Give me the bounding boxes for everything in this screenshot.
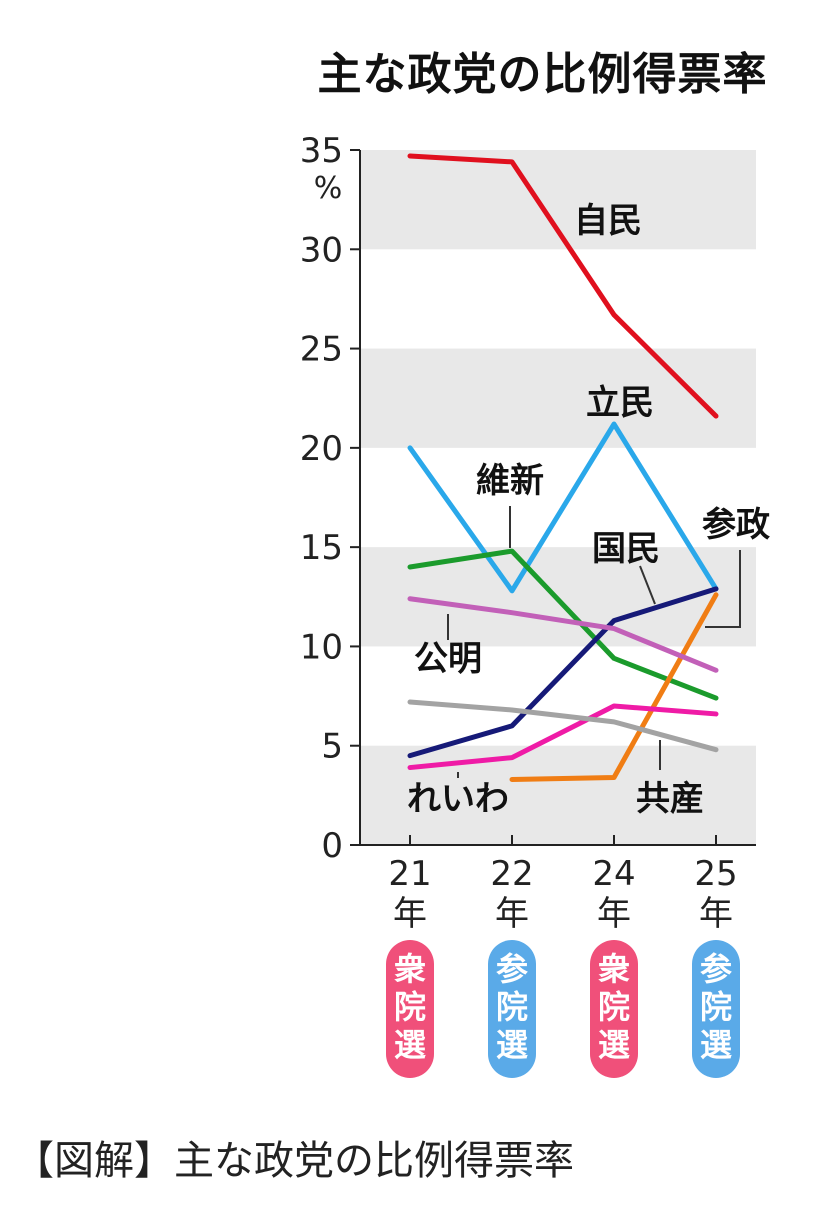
election-badge-char: 選 [496, 1026, 528, 1064]
y-tick-label: 25 [300, 330, 343, 370]
election-badge-char: 選 [394, 1026, 426, 1064]
y-tick-label: 10 [300, 627, 343, 667]
y-tick-label: 15 [300, 528, 343, 568]
election-badge [590, 940, 638, 1078]
series-label-れいわ: れいわ [407, 779, 509, 819]
x-tick-label-year: 24 [592, 854, 635, 894]
series-line-維新 [407, 548, 719, 701]
series-line-公明 [407, 596, 719, 673]
election-badge-char: 選 [598, 1026, 630, 1064]
election-badge-char: 院 [496, 988, 528, 1026]
election-badge-char: 参 [496, 950, 528, 988]
election-badge-char: 院 [598, 988, 630, 1026]
election-badge [692, 940, 740, 1078]
x-tick-label-year: 21 [388, 854, 431, 894]
x-tick-label-nen: 年 [597, 894, 631, 934]
x-tick-label-nen: 年 [495, 894, 529, 934]
series-label-公明: 公明 [414, 639, 482, 679]
x-tick-label-year: 25 [694, 854, 737, 894]
election-badge-char: 院 [700, 988, 732, 1026]
grid-band [360, 745, 756, 845]
series-line-国民 [407, 586, 719, 759]
series-label-共産: 共産 [636, 779, 704, 819]
series-line-立民 [407, 421, 719, 594]
election-badge-char: 選 [700, 1026, 732, 1064]
x-tick-label-year: 22 [490, 854, 533, 894]
series-label-国民: 国民 [592, 529, 660, 569]
series-label-参政: 参政 [702, 505, 770, 545]
series-label-維新: 維新 [476, 461, 544, 501]
y-tick-label: 30 [300, 230, 343, 270]
election-badge-char: 衆 [394, 950, 426, 988]
series-line-自民 [407, 153, 719, 419]
x-tick-label-nen: 年 [699, 894, 733, 934]
election-badge-char: 衆 [598, 950, 630, 988]
grid-band [360, 348, 756, 448]
election-badge-char: 参 [700, 950, 732, 988]
y-tick-label: 35 [300, 131, 343, 171]
y-tick-label: 20 [300, 429, 343, 469]
x-tick-label-nen: 年 [393, 894, 427, 934]
election-badge [386, 940, 434, 1078]
chart: 主な政党の比例得票率 0 5 10 15 20 25 30 35% 自民立民維新国民 参政公明れ… [300, 49, 770, 1078]
series-line-共産 [407, 699, 719, 753]
y-tick-label: 5 [321, 727, 343, 767]
series-label-自民: 自民 [574, 201, 642, 241]
leader-line-国民 [639, 565, 656, 605]
y-tick-label: 0 [321, 826, 343, 866]
chart-title: 主な政党の比例得票率 [317, 49, 768, 100]
election-badge-char: 院 [394, 988, 426, 1026]
election-badge [488, 940, 536, 1078]
figure-caption: 【図解】主な政党の比例得票率 [14, 1138, 574, 1184]
y-unit-label: % [314, 171, 343, 206]
series-label-立民: 立民 [586, 383, 654, 423]
series-line-れいわ [407, 703, 719, 771]
leader-line-参政 [705, 550, 741, 628]
